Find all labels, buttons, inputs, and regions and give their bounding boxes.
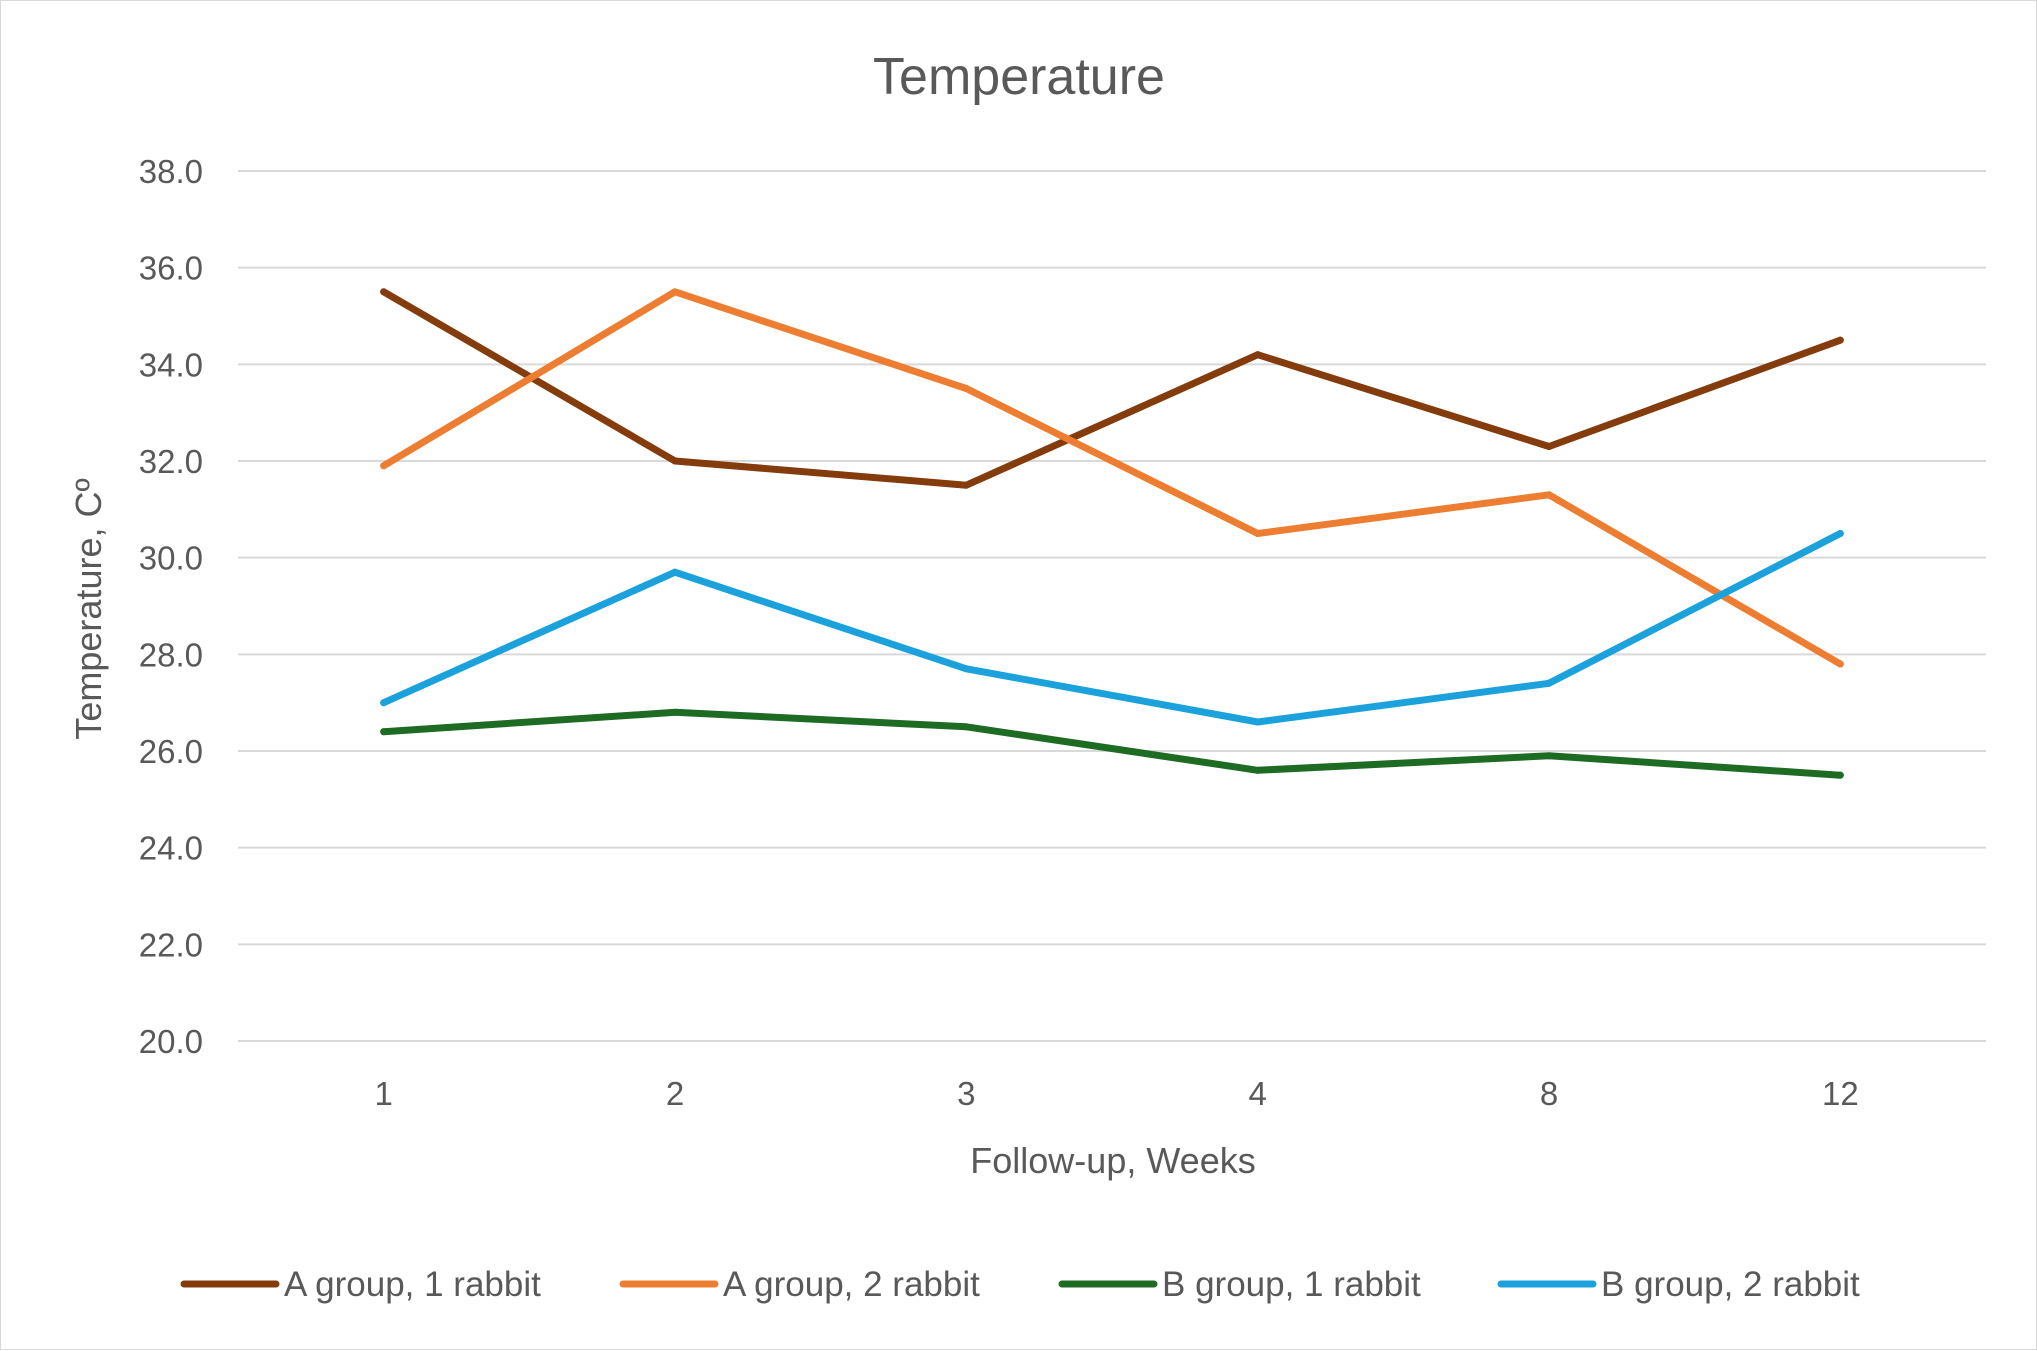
y-tick-label: 34.0 (139, 346, 203, 383)
y-tick-label: 22.0 (139, 926, 203, 963)
y-tick-label: 32.0 (139, 443, 203, 480)
data-point (962, 665, 970, 673)
y-tick-label: 30.0 (139, 540, 203, 577)
data-point (671, 288, 679, 296)
data-point (671, 708, 679, 716)
x-tick-label: 3 (957, 1075, 975, 1112)
y-tick-label: 28.0 (139, 636, 203, 673)
chart-title: Temperature (873, 48, 1165, 106)
data-point (671, 457, 679, 465)
data-point (1545, 443, 1553, 450)
data-point (380, 462, 388, 470)
legend-label: B group, 1 rabbit (1162, 1265, 1421, 1304)
data-point (1254, 718, 1262, 726)
x-axis-title: Follow-up, Weeks (970, 1140, 1255, 1181)
gridlines (238, 170, 1986, 1042)
data-point (671, 568, 679, 576)
legend-label: A group, 1 rabbit (284, 1265, 541, 1304)
data-point (962, 385, 970, 392)
x-tick-label: 4 (1248, 1075, 1266, 1112)
data-point (1545, 679, 1553, 687)
x-tick-label: 2 (666, 1075, 684, 1112)
series-line-1 (380, 288, 1844, 489)
x-tick-label: 12 (1822, 1075, 1859, 1112)
data-point (1836, 660, 1844, 668)
y-tick-label: 24.0 (139, 830, 203, 867)
data-point (962, 481, 970, 489)
data-point (1254, 351, 1262, 359)
legend: A group, 1 rabbit A group, 2 rabbit B grou… (180, 1265, 1860, 1304)
data-point (1545, 491, 1553, 499)
series-line-3 (380, 708, 1844, 779)
x-tick-label: 1 (374, 1075, 392, 1112)
legend-label: B group, 2 rabbit (1601, 1265, 1860, 1304)
data-point (1254, 530, 1262, 537)
data-point (1545, 752, 1553, 760)
data-point (1836, 530, 1844, 537)
y-axis-tick-labels: 20.0 22.0 24.0 26.0 28.0 30.0 32.0 34.0 36.0 38.0 (139, 153, 203, 1060)
series-line-2 (380, 288, 1844, 668)
series-lines (380, 288, 1844, 779)
y-axis-title: Temperature, Cº (68, 478, 109, 739)
x-tick-label: 8 (1540, 1075, 1558, 1112)
data-point (380, 728, 388, 736)
data-point (380, 288, 388, 296)
y-tick-label: 26.0 (139, 733, 203, 770)
y-tick-label: 20.0 (139, 1023, 203, 1060)
data-point (380, 699, 388, 707)
legend-label: A group, 2 rabbit (723, 1265, 980, 1304)
y-tick-label: 38.0 (139, 153, 203, 190)
series-line-4 (380, 530, 1844, 726)
data-point (1836, 771, 1844, 779)
data-point (1254, 766, 1262, 774)
data-point (962, 723, 970, 731)
data-point (1836, 336, 1844, 344)
y-tick-label: 36.0 (139, 250, 203, 287)
x-axis-tick-labels: 1 2 3 4 8 12 (374, 1075, 1858, 1112)
